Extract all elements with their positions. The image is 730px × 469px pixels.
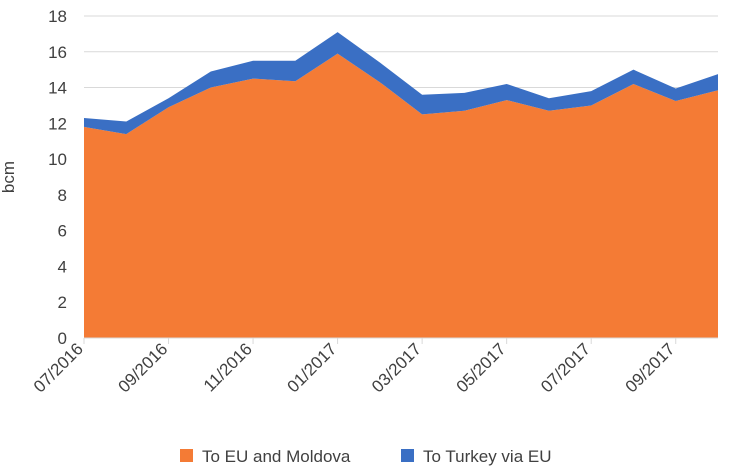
y-tick-label: 2	[58, 293, 67, 312]
x-axis-ticks: 07/2016 09/2016 11/2016 01/2017 03/2017 05/20…	[30, 337, 718, 396]
legend: To EU and Moldova To Turkey via EU	[180, 447, 552, 466]
legend-label: To Turkey via EU	[423, 447, 552, 466]
y-tick-label: 12	[48, 114, 67, 133]
x-tick-label: 11/2016	[200, 339, 256, 395]
y-tick-label: 10	[48, 150, 67, 169]
y-axis-label: bcm	[0, 161, 18, 193]
x-tick-label: 05/2017	[453, 339, 510, 396]
area-series-1	[84, 53, 718, 338]
y-tick-label: 14	[48, 79, 67, 98]
area-series	[84, 32, 718, 338]
legend-swatch	[401, 449, 414, 462]
y-tick-label: 8	[58, 186, 67, 205]
y-tick-label: 16	[48, 43, 67, 62]
x-tick-label: 09/2016	[114, 339, 171, 396]
x-tick-label: 07/2017	[537, 339, 594, 396]
y-tick-label: 6	[58, 222, 67, 241]
legend-swatch	[180, 449, 193, 462]
area-series-2	[84, 32, 718, 135]
x-tick-label: 09/2017	[622, 339, 679, 396]
legend-label: To EU and Moldova	[202, 447, 351, 466]
x-tick-label: 01/2017	[284, 339, 341, 396]
y-axis-ticks: 0 2 4 6 8 10 12 14 16 18	[48, 7, 67, 348]
y-tick-label: 0	[58, 329, 67, 348]
y-tick-label: 18	[48, 7, 67, 26]
y-tick-label: 4	[58, 257, 67, 276]
x-tick-label: 03/2017	[368, 339, 425, 396]
